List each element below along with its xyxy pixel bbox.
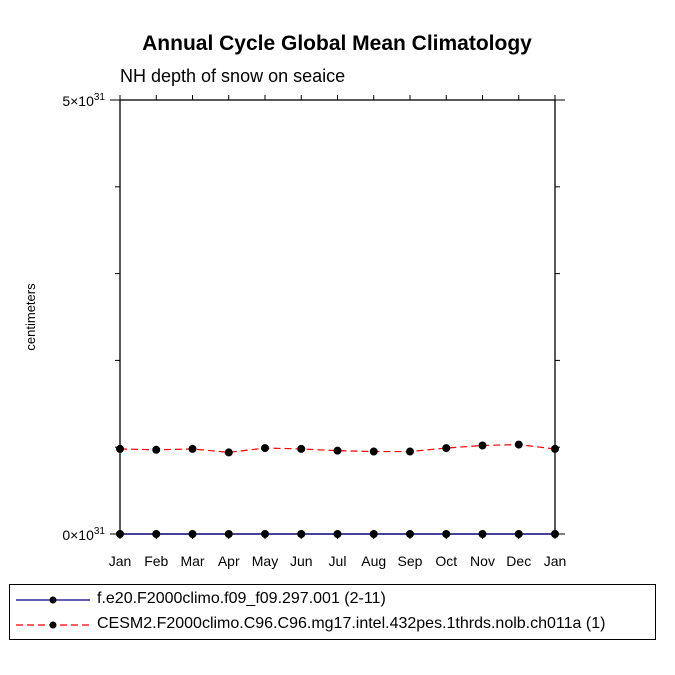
series-2-point [152, 445, 161, 454]
series-1-point [442, 530, 451, 538]
series-1-point [188, 530, 197, 538]
x-tick-label: Aug [361, 553, 386, 569]
series-1-point [297, 530, 306, 538]
x-tick-label: Mar [180, 553, 204, 569]
tick-labels: Jan Feb Mar Apr May Jun Jul Aug Sep Oct Nov Dec Jan0… [62, 92, 566, 569]
series-2-point [551, 444, 559, 453]
series-2-point [297, 444, 306, 453]
axis-ticks [110, 95, 565, 539]
y-axis-label: centimeters [23, 283, 38, 351]
series-1-point [116, 530, 124, 538]
series-2-point [333, 446, 342, 455]
series-1-point [551, 530, 559, 538]
legend-item: CESM2.F2000climo.C96.C96.mg17.intel.432p… [10, 613, 655, 637]
chart-subtitle: NH depth of snow on seaice [120, 66, 345, 86]
legend: f.e20.F2000climo.f09_f09.297.001 (2-11) … [9, 584, 656, 640]
x-tick-label: Nov [470, 553, 495, 569]
series-1-point [369, 530, 378, 538]
series-2-point [514, 440, 523, 449]
x-tick-label: Feb [144, 553, 168, 569]
y-tick-label: 5×1031 [62, 92, 105, 109]
series-1-point [261, 530, 269, 538]
series-2-point [442, 444, 451, 453]
series-2-point [369, 447, 378, 456]
legend-label: f.e20.F2000climo.f09_f09.297.001 (2-11) [97, 590, 386, 607]
x-tick-label: May [252, 553, 278, 569]
legend-item: f.e20.F2000climo.f09_f09.297.001 (2-11) [10, 588, 655, 612]
x-tick-label: Jan [544, 553, 567, 569]
series-1-point [406, 530, 414, 538]
series-2-point [261, 444, 269, 453]
x-tick-label: Jan [109, 553, 132, 569]
legend-label: CESM2.F2000climo.C96.C96.mg17.intel.432p… [97, 615, 606, 632]
series-1-point [224, 530, 233, 538]
legend-swatch-series-1 [16, 596, 90, 604]
series-1-point [333, 530, 342, 538]
series-2-point [478, 441, 487, 450]
chart-title: Annual Cycle Global Mean Climatology [142, 32, 532, 55]
legend-swatch-series-2 [16, 621, 90, 629]
series-layer [116, 440, 559, 538]
plot-frame [119, 99, 556, 535]
x-tick-label: Sep [398, 553, 423, 569]
series-2-point [116, 444, 124, 453]
y-tick-label: 0×1031 [62, 526, 105, 543]
x-tick-label: Oct [435, 553, 457, 569]
series-2-point [406, 447, 414, 456]
x-tick-label: Jul [329, 553, 347, 569]
x-tick-label: Dec [506, 553, 531, 569]
series-1-point [514, 530, 523, 538]
series-1-point [152, 530, 161, 538]
x-tick-label: Apr [218, 553, 240, 569]
series-1-point [478, 530, 487, 538]
series-2-point [224, 448, 233, 457]
series-2-point [188, 444, 197, 453]
x-tick-label: Jun [290, 553, 313, 569]
